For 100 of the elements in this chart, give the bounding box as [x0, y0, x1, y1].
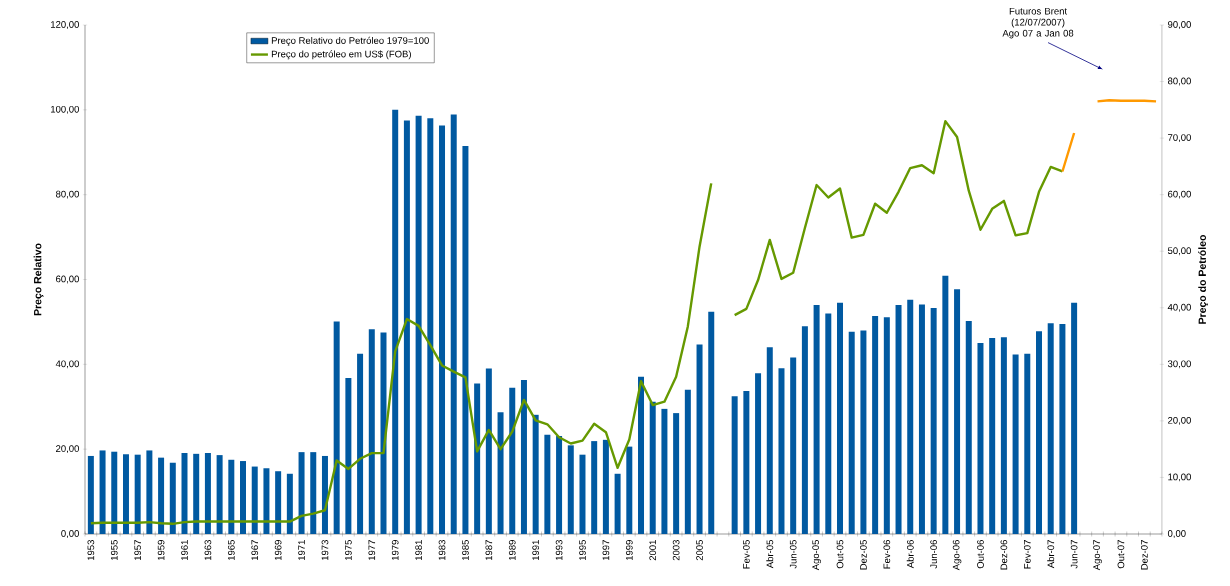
bar: [392, 109, 399, 534]
y2-tick-label: 0,00: [1167, 530, 1186, 538]
bar: [556, 436, 563, 534]
x-tick-label: 1985: [462, 540, 469, 561]
bar: [860, 330, 867, 534]
bar: [310, 452, 317, 534]
x-tick-label: Ago-07: [1093, 540, 1102, 571]
bar: [345, 377, 352, 534]
bar: [591, 441, 598, 534]
x-tick-label: 1957: [134, 540, 142, 561]
x-tick-label: 2001: [649, 540, 657, 561]
x-tick-label: 1995: [579, 540, 586, 561]
bar: [286, 473, 293, 534]
x-tick-label: Out-05: [836, 540, 844, 569]
bar: [1059, 324, 1066, 534]
bar: [403, 120, 410, 534]
x-tick-label: Abr-07: [1047, 540, 1055, 569]
y-tick-label: 80,00: [55, 190, 79, 199]
bar: [977, 343, 984, 534]
x-tick-label: Abr-06: [906, 540, 914, 569]
bar: [263, 468, 270, 534]
bar: [87, 455, 94, 534]
bar: [1047, 323, 1054, 534]
bar: [790, 357, 797, 534]
x-tick-label: 1977: [368, 540, 376, 561]
bar: [638, 376, 645, 534]
bar: [708, 311, 715, 534]
bar: [837, 302, 844, 534]
bar: [895, 304, 902, 534]
x-tick-label: 2003: [672, 540, 680, 561]
bar: [825, 313, 832, 534]
x-tick-label: 1993: [555, 540, 563, 561]
y2-tick-label: 80,00: [1167, 77, 1191, 86]
legend-label: Preço Relativo do Petróleo 1979=100: [271, 36, 429, 46]
x-tick-label: Dez-07: [1140, 540, 1148, 570]
bar: [1024, 353, 1031, 534]
x-tick-label: Dez-05: [860, 540, 867, 570]
bar: [778, 368, 785, 534]
y-tick-label: 20,00: [56, 445, 79, 454]
x-tick-label: Ago-06: [952, 540, 962, 571]
x-tick-label: 1969: [274, 540, 282, 561]
bar: [696, 344, 703, 534]
x-tick-label: Jun-06: [930, 540, 938, 569]
bar: [602, 439, 609, 534]
x-tick-label: 1983: [438, 540, 446, 561]
x-tick-label: 1975: [345, 540, 352, 561]
bar: [228, 459, 235, 534]
bar: [485, 368, 492, 534]
x-tick-label: 1981: [415, 540, 422, 561]
x-tick-label: Fev-06: [883, 540, 891, 569]
y2-tick-label: 60,00: [1168, 190, 1191, 199]
bar: [368, 329, 375, 534]
x-tick-label: 1973: [321, 540, 329, 561]
bar: [883, 317, 890, 534]
x-tick-label: 1967: [251, 540, 259, 561]
bar: [509, 387, 516, 534]
bar: [240, 461, 247, 534]
y-tick-label: 120,00: [51, 21, 79, 29]
bar: [497, 412, 504, 534]
bar: [626, 446, 633, 534]
y2-tick-label: 70,00: [1168, 134, 1191, 143]
bar: [1000, 337, 1007, 534]
bar: [801, 326, 808, 534]
bar: [474, 383, 481, 534]
bar: [766, 347, 773, 534]
y2-axis-title: Preço do Petróleo: [1198, 234, 1209, 324]
x-tick-label: 1989: [508, 540, 516, 561]
y-tick-label: 40,00: [55, 360, 79, 369]
bar: [872, 315, 879, 534]
bar: [965, 321, 972, 534]
bar: [567, 445, 574, 534]
bar: [661, 408, 668, 534]
x-tick-label: Fev-07: [1023, 540, 1031, 569]
x-tick-label: Ago-05: [812, 540, 821, 571]
bar: [321, 455, 328, 534]
bar: [134, 454, 141, 534]
y2-tick-label: 10,00: [1168, 473, 1191, 482]
x-tick-label: 1999: [625, 540, 633, 561]
bar: [907, 299, 914, 534]
x-tick-label: 1979: [391, 540, 399, 561]
bar: [544, 434, 551, 534]
x-tick-label: 1963: [204, 540, 212, 561]
bar: [251, 466, 258, 534]
bar: [216, 455, 223, 534]
bar: [439, 125, 446, 534]
bar: [942, 275, 949, 534]
bar: [1071, 302, 1078, 534]
bar: [918, 304, 925, 534]
x-tick-label: 1959: [157, 540, 165, 561]
x-tick-label: 1953: [87, 540, 95, 561]
bar: [275, 471, 282, 534]
y2-tick-label: 30,00: [1167, 360, 1191, 369]
x-tick-label: 2005: [696, 540, 703, 561]
x-tick-label: 1971: [298, 540, 305, 561]
bar: [673, 413, 680, 534]
bar: [415, 115, 422, 534]
bar: [181, 452, 188, 534]
bar: [755, 373, 762, 534]
bar: [813, 304, 820, 534]
bar: [731, 396, 738, 534]
